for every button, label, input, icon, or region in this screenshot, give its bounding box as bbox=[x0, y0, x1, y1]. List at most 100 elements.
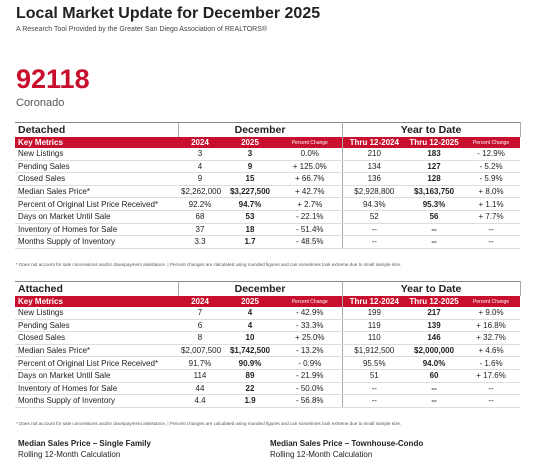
metric-value: -- bbox=[462, 223, 521, 237]
metric-value: - 33.3% bbox=[278, 319, 343, 333]
footnote: * Does not account for sale concessions … bbox=[16, 262, 402, 267]
zip-code: 92118 bbox=[16, 64, 90, 94]
chart-title: Median Sales Price – Townhouse-Condo bbox=[270, 439, 424, 448]
metric-value: - 12.9% bbox=[462, 148, 521, 161]
column-header: Percent Change bbox=[462, 296, 521, 307]
metric-value: 4 bbox=[222, 307, 278, 320]
metric-name: Inventory of Homes for Sale bbox=[15, 382, 178, 396]
metric-value: 92.2% bbox=[178, 197, 222, 211]
metric-name: Closed Sales bbox=[15, 172, 178, 186]
metric-row: Percent of Original List Price Received*… bbox=[15, 197, 521, 211]
metric-name: Pending Sales bbox=[15, 319, 178, 333]
section-row: Attached December Year to Date bbox=[15, 281, 521, 296]
metric-value: $2,007,500 bbox=[178, 344, 222, 358]
metric-value: + 16.8% bbox=[462, 319, 521, 333]
metric-row: Median Sales Price* $2,007,500 $1,742,500-… bbox=[15, 344, 521, 358]
metric-value: + 9.0% bbox=[462, 307, 521, 320]
metric-row: Closed Sales 9 15 + 66.7% 136 128- 5.9% bbox=[15, 172, 521, 186]
metric-value: 1.7 bbox=[222, 235, 278, 249]
metric-value: 183 bbox=[406, 148, 463, 161]
metric-value: 146 bbox=[406, 331, 463, 345]
metric-value: 15 bbox=[222, 172, 278, 186]
metric-value: - 13.2% bbox=[278, 344, 343, 358]
metric-value: 7 bbox=[178, 307, 222, 320]
metric-name: New Listings bbox=[15, 148, 178, 161]
metric-row: Percent of Original List Price Received*… bbox=[15, 356, 521, 370]
metric-value: -- bbox=[341, 223, 407, 237]
metric-value: $1,742,500 bbox=[222, 344, 278, 358]
metric-value: 51 bbox=[341, 369, 407, 383]
period-header: Year to Date bbox=[341, 281, 521, 296]
column-header: 2024 bbox=[178, 137, 222, 148]
metric-value: + 17.6% bbox=[462, 369, 521, 383]
metric-value: 94.0% bbox=[406, 356, 463, 370]
metric-value: - 50.0% bbox=[278, 382, 343, 396]
metric-value: 94.7% bbox=[222, 197, 278, 211]
metric-value: 9 bbox=[222, 160, 278, 174]
column-header: Percent Change bbox=[278, 137, 343, 148]
metric-value: 4 bbox=[178, 160, 222, 174]
metric-value: 37 bbox=[178, 223, 222, 237]
metric-value: 91.7% bbox=[178, 356, 222, 370]
metric-row: Inventory of Homes for Sale 44 22- 50.0% --… bbox=[15, 382, 521, 396]
metric-name: Closed Sales bbox=[15, 331, 178, 345]
metric-value: 1.9 bbox=[222, 394, 278, 408]
report-title: Local Market Update for December 2025 bbox=[16, 5, 321, 22]
column-header: Percent Change bbox=[462, 137, 521, 148]
column-header: Key Metrics bbox=[15, 296, 178, 307]
metric-value: -- bbox=[341, 394, 407, 408]
metric-value: -- bbox=[462, 235, 521, 249]
metric-value: $2,000,000 bbox=[406, 344, 463, 358]
metric-value: + 125.0% bbox=[278, 160, 343, 174]
metric-value: 52 bbox=[341, 210, 407, 224]
metric-value: 3 bbox=[178, 148, 222, 161]
metric-name: Pending Sales bbox=[15, 160, 178, 174]
metric-value: - 0.9% bbox=[278, 356, 343, 370]
metric-row: Pending Sales 6 4- 33.3% 119 139 + 16.8% bbox=[15, 319, 521, 333]
metric-value: $1,912,500 bbox=[341, 344, 407, 358]
metrics-table: Attached December Year to Date Key Metrics 2… bbox=[15, 281, 521, 408]
metric-value: 136 bbox=[341, 172, 407, 186]
metric-value: 94.3% bbox=[341, 197, 407, 211]
metric-value: 217 bbox=[406, 307, 463, 320]
chart-subtitle: Rolling 12-Month Calculation bbox=[18, 450, 121, 459]
metric-row: Months Supply of Inventory 4.4 1.9- 56.8% -… bbox=[15, 394, 521, 408]
metric-name: Months Supply of Inventory bbox=[15, 394, 178, 408]
metric-value: 4.4 bbox=[178, 394, 222, 408]
metric-row: New Listings 7 4- 42.9% 199 217 + 9.0% bbox=[15, 307, 521, 320]
chart-title: Median Sales Price – Single Family bbox=[18, 439, 151, 448]
metric-name: Days on Market Until Sale bbox=[15, 210, 178, 224]
metric-value: + 2.7% bbox=[278, 197, 343, 211]
metric-name: Months Supply of Inventory bbox=[15, 235, 178, 249]
metric-value: 119 bbox=[341, 319, 407, 333]
section-row: Detached December Year to Date bbox=[15, 122, 521, 137]
metric-row: Median Sales Price* $2,262,000 $3,227,500 +… bbox=[15, 185, 521, 199]
metric-value: 53 bbox=[222, 210, 278, 224]
report-subtitle: A Research Tool Provided by the Greater … bbox=[16, 26, 268, 33]
metric-name: Inventory of Homes for Sale bbox=[15, 223, 178, 237]
metric-value: - 51.4% bbox=[278, 223, 343, 237]
metric-value: 90.9% bbox=[222, 356, 278, 370]
metric-value: 18 bbox=[222, 223, 278, 237]
column-header: Thru 12-2025 bbox=[406, 137, 463, 148]
metric-value: -- bbox=[406, 382, 463, 396]
metric-value: - 1.6% bbox=[462, 356, 521, 370]
metric-value: 3 bbox=[222, 148, 278, 161]
metric-value: + 32.7% bbox=[462, 331, 521, 345]
metric-value: 110 bbox=[341, 331, 407, 345]
metric-value: 56 bbox=[406, 210, 463, 224]
metric-row: Closed Sales 8 10 + 25.0% 110 146 + 32.7% bbox=[15, 331, 521, 345]
metric-name: Median Sales Price* bbox=[15, 185, 178, 199]
column-header: Key Metrics bbox=[15, 137, 178, 148]
column-header: 2024 bbox=[178, 296, 222, 307]
metric-value: 210 bbox=[341, 148, 407, 161]
metric-value: -- bbox=[406, 394, 463, 408]
metric-value: $2,262,000 bbox=[178, 185, 222, 199]
metric-value: - 22.1% bbox=[278, 210, 343, 224]
metric-value: - 5.9% bbox=[462, 172, 521, 186]
header-row: Key Metrics 2024 2025 Percent Change Thru 12… bbox=[15, 296, 521, 307]
metric-value: 134 bbox=[341, 160, 407, 174]
column-header: Thru 12-2025 bbox=[406, 296, 463, 307]
metric-name: Percent of Original List Price Received* bbox=[15, 197, 178, 211]
metric-value: + 1.1% bbox=[462, 197, 521, 211]
